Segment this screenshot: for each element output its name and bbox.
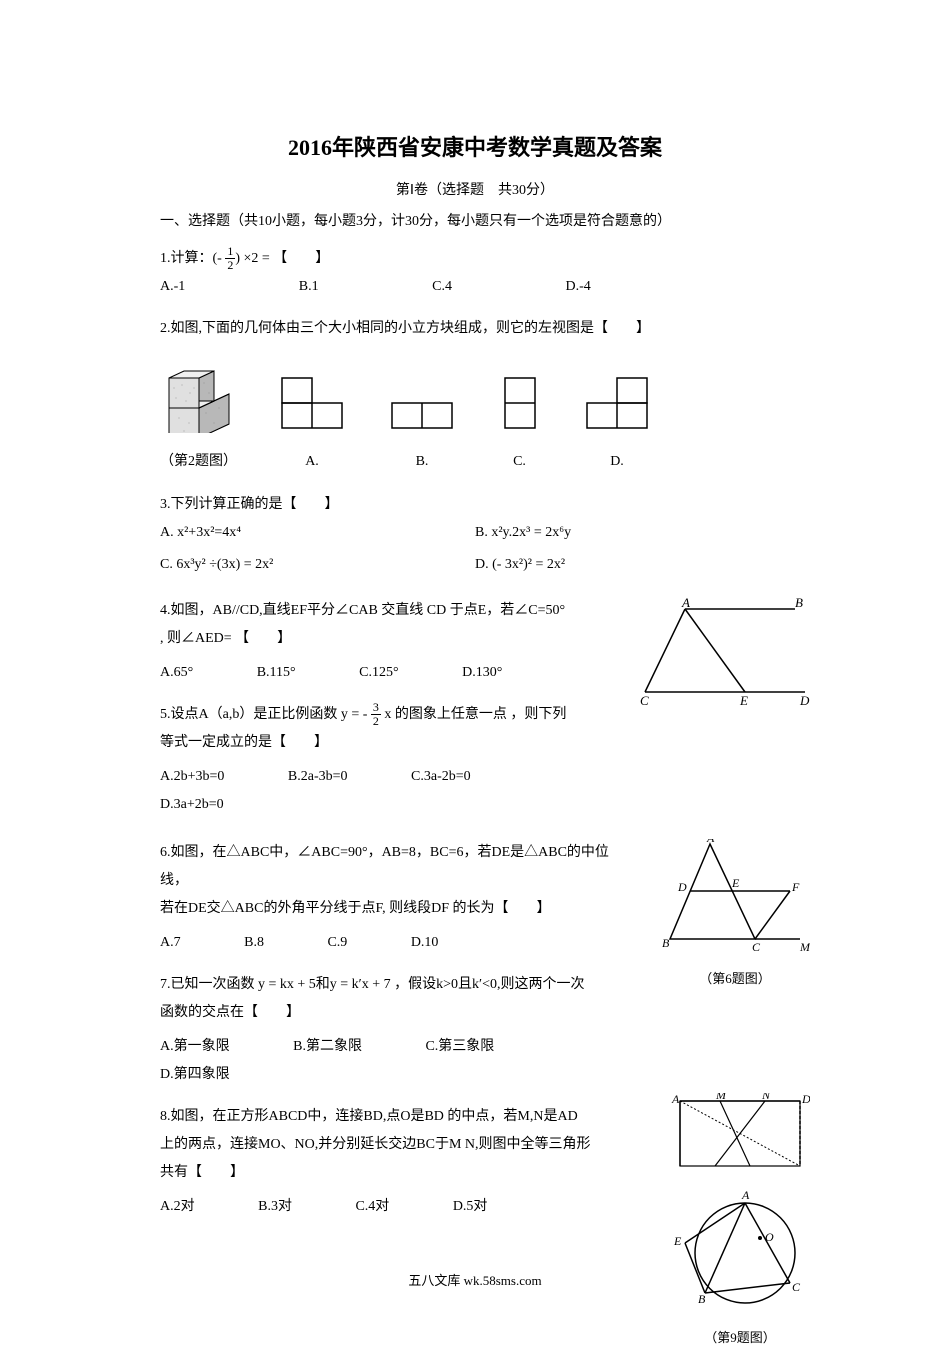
q4-text: 4.如图，AB//CD,直线EF平分∠CAB 交直线 CD 于点E，若∠C=50… bbox=[160, 597, 610, 625]
q6-optD: D.10 bbox=[411, 929, 439, 957]
q3-optC: C. 6x³y² ÷(3x) = 2x² bbox=[160, 551, 475, 579]
question-1: 1.计算：(- 12) ×2 = 【 】 A.-1 B.1 C.4 D.-4 bbox=[160, 245, 790, 301]
q5-prefix: 5.设点A（a,b）是正比例函数 y = - bbox=[160, 707, 371, 722]
svg-text:M: M bbox=[799, 940, 810, 954]
q3-text: 3.下列计算正确的是【 】 bbox=[160, 491, 790, 519]
q4-optB: B.115° bbox=[257, 659, 296, 687]
q5-optC: C.3a-2b=0 bbox=[411, 763, 471, 791]
fraction: 12 bbox=[225, 245, 235, 272]
q4-figure: A B C E D bbox=[640, 597, 810, 715]
question-3: 3.下列计算正确的是【 】 A. x²+3x²=4x⁴ B. x²y.2x³ =… bbox=[160, 491, 790, 583]
q6-optA: A.7 bbox=[160, 929, 181, 957]
q2-optC-fig: C. bbox=[497, 373, 542, 476]
q7-text: 7.已知一次函数 y = kx + 5和y = k′x + 7 ，假设k>0且k… bbox=[160, 971, 610, 999]
q3-optA: A. x²+3x²=4x⁴ bbox=[160, 519, 475, 547]
q2-text: 2.如图,下面的几何体由三个大小相同的小立方块组成，则它的左视图是【 】 bbox=[160, 315, 790, 343]
q5-optB: B.2a-3b=0 bbox=[288, 763, 348, 791]
q4-optA: A.65° bbox=[160, 659, 193, 687]
q8-optD: D.5对 bbox=[453, 1193, 488, 1221]
question-6: 6.如图，在△ABC中，∠ABC=90°，AB=8，BC=6，若DE是△ABC的… bbox=[160, 839, 610, 957]
svg-text:B: B bbox=[698, 1292, 706, 1306]
q4-optC: C.125° bbox=[359, 659, 398, 687]
svg-text:D: D bbox=[801, 1093, 810, 1106]
q1-prefix: 1.计算：(- bbox=[160, 251, 225, 266]
exam-title: 2016年陕西省安康中考数学真题及答案 bbox=[160, 130, 790, 165]
q8-optC: C.4对 bbox=[355, 1193, 389, 1221]
q8-text3: 共有【 】 bbox=[160, 1159, 610, 1187]
svg-text:M: M bbox=[715, 1093, 727, 1102]
svg-text:E: E bbox=[739, 693, 748, 707]
q7-text2: 函数的交点在【 】 bbox=[160, 999, 610, 1027]
q2-optD-fig: D. bbox=[582, 373, 652, 476]
svg-text:C: C bbox=[792, 1280, 801, 1294]
svg-text:B: B bbox=[795, 597, 803, 610]
svg-text:C: C bbox=[752, 940, 761, 954]
svg-text:A: A bbox=[671, 1093, 680, 1106]
svg-text:O: O bbox=[765, 1230, 774, 1244]
svg-text:E: E bbox=[673, 1234, 682, 1248]
q8-text2: 上的两点，连接MO、NO,并分别延长交边BC于M N,则图中全等三角形 bbox=[160, 1131, 610, 1159]
q8-optB: B.3对 bbox=[258, 1193, 292, 1221]
q9-figure: A B C E O （第9题图） bbox=[670, 1183, 810, 1349]
q8-optA: A.2对 bbox=[160, 1193, 195, 1221]
question-2: 2.如图,下面的几何体由三个大小相同的小立方块组成，则它的左视图是【 】 bbox=[160, 315, 790, 476]
q7-optD: D.第四象限 bbox=[160, 1061, 230, 1089]
q3-optD: D. (- 3x²)² = 2x² bbox=[475, 551, 790, 579]
q7-optA: A.第一象限 bbox=[160, 1033, 230, 1061]
svg-text:A: A bbox=[706, 839, 715, 845]
q5-optA: A.2b+3b=0 bbox=[160, 763, 224, 791]
svg-text:F: F bbox=[791, 880, 800, 894]
q2-figure-3d: （第2题图） bbox=[160, 353, 237, 476]
svg-text:D: D bbox=[799, 693, 810, 707]
q2-optB-fig: B. bbox=[387, 373, 457, 476]
q5-optD: D.3a+2b=0 bbox=[160, 791, 224, 819]
q5-text2: 等式一定成立的是【 】 bbox=[160, 729, 610, 757]
q6-figure: A B C M D E F （第6题图） bbox=[660, 839, 810, 990]
q3-optB: B. x²y.2x³ = 2x⁶y bbox=[475, 519, 790, 547]
q1-optC: C.4 bbox=[432, 273, 452, 301]
q6-text: 6.如图，在△ABC中，∠ABC=90°，AB=8，BC=6，若DE是△ABC的… bbox=[160, 839, 610, 895]
q7-optC: C.第三象限 bbox=[425, 1033, 494, 1061]
fraction: 32 bbox=[371, 701, 381, 728]
q1-optD: D.-4 bbox=[565, 273, 590, 301]
section-header: 一、选择题（共10小题，每小题3分，计30分，每小题只有一个选项是符合题意的） bbox=[160, 211, 790, 233]
q6-optC: C.9 bbox=[327, 929, 347, 957]
q5-mid: x 的图象上任意一点 ，则下列 bbox=[381, 707, 567, 722]
svg-text:B: B bbox=[662, 936, 670, 950]
q4-text2: , 则∠AED= 【 】 bbox=[160, 625, 610, 653]
q8-text: 8.如图，在正方形ABCD中，连接BD,点O是BD 的中点，若M,N是AD bbox=[160, 1103, 610, 1131]
q6-text2: 若在DE交△ABC的外角平分线于点F, 则线段DF 的长为【 】 bbox=[160, 895, 610, 923]
svg-text:C: C bbox=[640, 693, 649, 707]
q1-optA: A.-1 bbox=[160, 273, 185, 301]
svg-text:D: D bbox=[677, 880, 687, 894]
q7-optB: B.第二象限 bbox=[293, 1033, 362, 1061]
q8-figure: A M N D bbox=[670, 1093, 810, 1181]
svg-text:N: N bbox=[761, 1093, 771, 1102]
exam-subtitle: 第Ⅰ卷（选择题 共30分） bbox=[160, 180, 790, 202]
svg-text:A: A bbox=[681, 597, 690, 610]
question-4: 4.如图，AB//CD,直线EF平分∠CAB 交直线 CD 于点E，若∠C=50… bbox=[160, 597, 610, 687]
q1-optB: B.1 bbox=[299, 273, 319, 301]
q1-suffix: ) ×2 = 【 】 bbox=[235, 251, 329, 266]
q6-optB: B.8 bbox=[244, 929, 264, 957]
svg-text:A: A bbox=[741, 1188, 750, 1202]
svg-text:E: E bbox=[731, 876, 740, 890]
question-5: 5.设点A（a,b）是正比例函数 y = - 32 x 的图象上任意一点 ，则下… bbox=[160, 701, 610, 819]
question-7: 7.已知一次函数 y = kx + 5和y = k′x + 7 ，假设k>0且k… bbox=[160, 971, 610, 1089]
question-8: 8.如图，在正方形ABCD中，连接BD,点O是BD 的中点，若M,N是AD 上的… bbox=[160, 1103, 610, 1221]
q2-optA-fig: A. bbox=[277, 373, 347, 476]
q4-optD: D.130° bbox=[462, 659, 502, 687]
